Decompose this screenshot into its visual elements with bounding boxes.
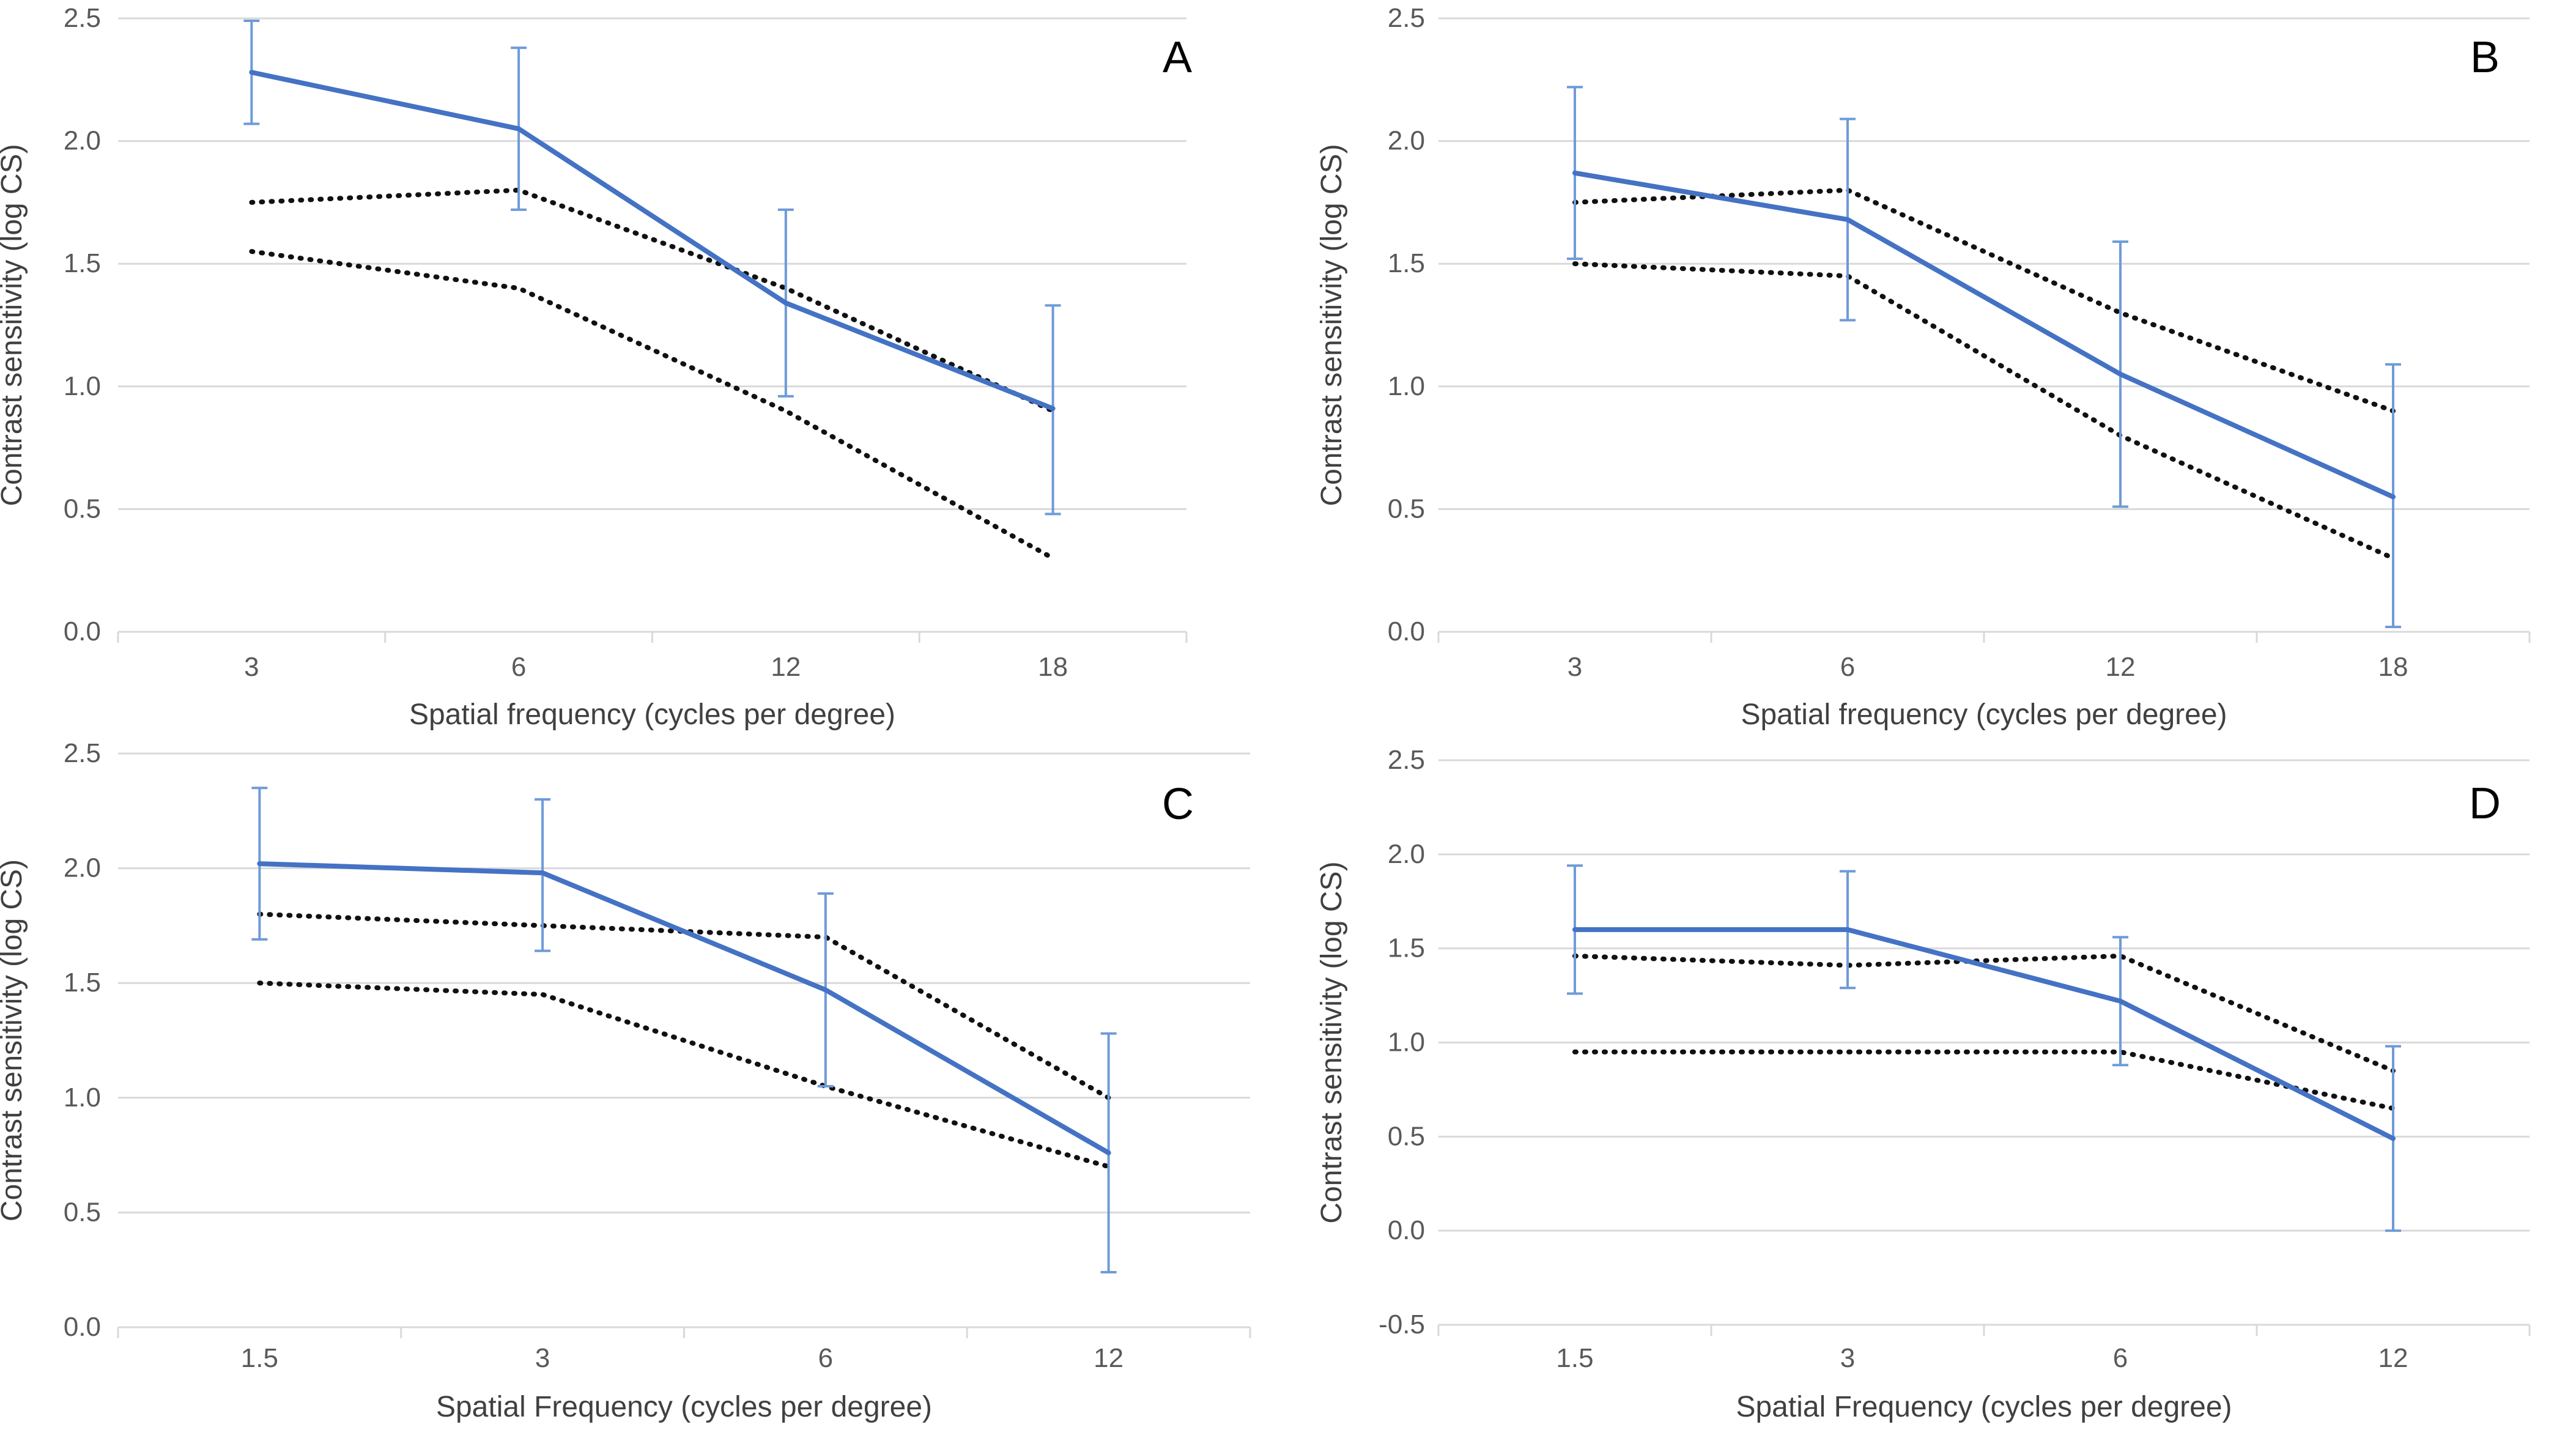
x-tick-label: 1.5: [241, 1343, 278, 1373]
series-line-mean: [1572, 170, 2396, 500]
x-tick-label: 3: [244, 652, 259, 682]
y-tick-label: 0.0: [1388, 617, 1425, 646]
x-tick-label: 6: [2113, 1343, 2128, 1373]
y-tick-label: 2.5: [1388, 3, 1425, 33]
series-line-mean: [249, 70, 1056, 411]
panel-label: C: [1162, 780, 1194, 829]
chart-panel-a: 0.0 0.5 1.0 1.5 2.0 2.5 3 6 12 18 Spatial frequenc…: [0, 3, 1192, 731]
x-tick-label: 1.5: [1556, 1343, 1593, 1373]
y-axis-title: Contrast sensitivity (log CS): [0, 144, 28, 506]
panel-label: A: [1163, 33, 1192, 82]
series-line-normal-lower: [257, 980, 1111, 1169]
x-tick-label: 12: [1094, 1343, 1123, 1373]
chart-panel-c: 0.0 0.5 1.0 1.5 2.0 2.5 1.5 3 6 12 Spatial Frequen…: [0, 738, 1251, 1423]
y-tick-label: 1.0: [64, 371, 101, 401]
y-tick-label: 0.5: [1388, 494, 1425, 524]
panel-label: D: [2469, 779, 2501, 828]
x-tick-label: 12: [771, 652, 801, 682]
y-tick-label: 1.0: [1388, 1028, 1425, 1058]
y-tick-label: 2.5: [64, 738, 101, 768]
x-tick-label: 18: [1038, 652, 1068, 682]
series-line-normal-lower: [249, 249, 1056, 561]
chart-panel-b: 0.0 0.5 1.0 1.5 2.0 2.5 3 6 12 18 Spatial frequenc…: [1316, 3, 2531, 731]
x-axis-title: Spatial Frequency (cycles per degree): [436, 1391, 932, 1423]
x-tick-label: 3: [1840, 1343, 1855, 1373]
series-line-normal-lower: [1572, 1049, 2396, 1111]
y-tick-label: 1.5: [64, 968, 101, 998]
panel-label: B: [2470, 33, 2500, 82]
y-axis-title: Contrast sensitivity (log CS): [1316, 144, 1348, 506]
series-line-normal-upper: [1572, 953, 2396, 1073]
y-tick-label: 2.0: [64, 126, 101, 156]
y-axis-title: Contrast sensitivity (log CS): [0, 859, 28, 1221]
y-tick-label: 0.0: [64, 617, 101, 646]
x-tick-label: 12: [2378, 1343, 2408, 1373]
y-tick-label: 1.5: [64, 248, 101, 278]
x-tick-label: 6: [818, 1343, 833, 1373]
x-tick-label: 6: [511, 652, 526, 682]
y-tick-label: 2.5: [64, 3, 101, 33]
y-tick-label: 0.0: [64, 1312, 101, 1342]
y-tick-label: 1.0: [1388, 371, 1425, 401]
y-tick-label: 1.5: [1388, 248, 1425, 278]
y-tick-label: 2.0: [1388, 126, 1425, 156]
series-line-normal-upper: [249, 187, 1056, 413]
x-tick-label: 3: [1567, 652, 1582, 682]
x-axis-title: Spatial frequency (cycles per degree): [1741, 698, 2227, 731]
x-tick-label: 12: [2106, 652, 2136, 682]
y-tick-label: 0.5: [64, 1197, 101, 1227]
y-tick-label: 2.5: [1388, 745, 1425, 775]
y-tick-label: 2.0: [1388, 839, 1425, 869]
series-line-normal-upper: [257, 911, 1111, 1100]
y-tick-label: 1.0: [64, 1083, 101, 1113]
x-axis-title: Spatial frequency (cycles per degree): [409, 698, 895, 731]
y-tick-label: 1.5: [1388, 933, 1425, 963]
series-line-normal-upper: [1572, 187, 2396, 413]
y-tick-label: 0.0: [1388, 1215, 1425, 1245]
x-tick-label: 18: [2378, 652, 2408, 682]
y-tick-label: 0.5: [1388, 1121, 1425, 1151]
x-tick-label: 6: [1840, 652, 1855, 682]
series-line-mean: [1572, 927, 2396, 1141]
y-tick-label: 2.0: [64, 853, 101, 883]
y-tick-label: -0.5: [1379, 1309, 1425, 1339]
series-line-normal-lower: [1572, 261, 2396, 561]
series-line-mean: [257, 861, 1111, 1155]
y-tick-label: 0.5: [64, 494, 101, 524]
chart-panel-d: -0.5 0.0 0.5 1.0 1.5 2.0 2.5 1.5 3 6 12 Spatial Fre…: [1316, 745, 2531, 1423]
x-tick-label: 3: [535, 1343, 550, 1373]
y-axis-title: Contrast sensitivity (log CS): [1316, 861, 1348, 1223]
x-axis-title: Spatial Frequency (cycles per degree): [1736, 1391, 2232, 1423]
